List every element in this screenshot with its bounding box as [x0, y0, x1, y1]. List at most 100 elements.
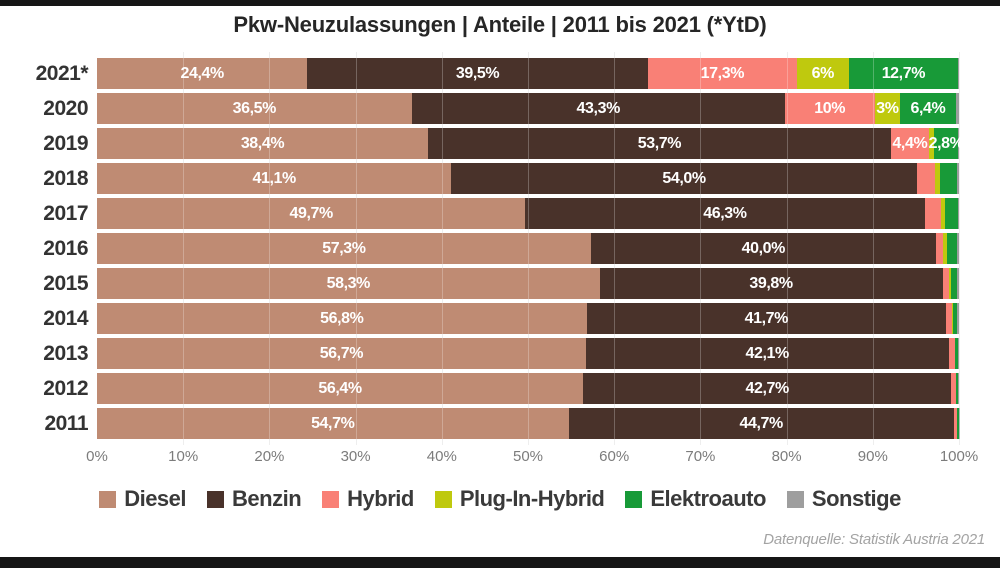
legend-item-sonstige: Sonstige: [786, 486, 901, 512]
bar-segment-elektroauto: [940, 163, 958, 194]
bar-segment-hybrid: [935, 233, 944, 264]
stacked-bar: 57,3% 40,0%: [97, 233, 959, 264]
legend-swatch: [207, 490, 225, 508]
legend: Diesel Benzin Hybrid Plug-In-Hybrid Elektroa…: [0, 486, 1000, 512]
x-tick-label: 80%: [771, 448, 802, 465]
bar-segment-benzin: 42,7%: [583, 373, 952, 404]
source-note: Datenquelle: Statistik Austria 2021: [763, 531, 985, 548]
bar-segment-label: 40,0%: [741, 239, 786, 257]
legend-label: Hybrid: [347, 486, 414, 511]
stacked-bar: 36,5% 43,3% 10% 3% 6,4%: [97, 93, 959, 124]
bar-row: 2019 38,4% 53,7% 4,4% 2,8%: [0, 128, 1000, 159]
bar-row: 2021* 24,4% 39,5% 17,3% 6% 12,7%: [0, 58, 1000, 89]
bar-segment-elektroauto: [951, 268, 958, 299]
bar-row: 2013 56,7% 42,1%: [0, 338, 1000, 369]
x-tick-label: 10%: [168, 448, 199, 465]
x-tick-label: 40%: [426, 448, 457, 465]
year-label: 2016: [43, 237, 88, 260]
legend-item-elektroauto: Elektroauto: [625, 486, 766, 512]
bar-segment-label: 43,3%: [576, 99, 621, 117]
bar-segment-diesel: 36,5%: [97, 93, 412, 124]
bar-segment-label: 38,4%: [240, 134, 285, 152]
bar-segment-diesel: 56,8%: [97, 303, 587, 334]
bar-segment-sonstige: [957, 268, 959, 299]
stacked-bar: 41,1% 54,0%: [97, 163, 959, 194]
bar-segment-label: 54,7%: [311, 414, 355, 432]
bar-segment-label: 10%: [814, 99, 846, 117]
bar-segment-label: 6%: [811, 64, 835, 82]
bar-segment-benzin: 42,1%: [585, 338, 949, 369]
bar-row: 2014 56,8% 41,7%: [0, 303, 1000, 334]
bar-segment-benzin: 41,7%: [586, 303, 947, 334]
bar-segment-sonstige: [958, 198, 959, 229]
bar-segment-label: 17,3%: [700, 64, 745, 82]
bar-segment-label: 41,1%: [252, 169, 296, 187]
bar-segment-diesel: 54,7%: [97, 408, 569, 439]
stacked-bar: 24,4% 39,5% 17,3% 6% 12,7%: [97, 58, 959, 89]
bar-segment-sonstige: [958, 373, 959, 404]
bar-segment-elektroauto: [945, 198, 959, 229]
year-label: 2021*: [35, 62, 89, 85]
bar-segment-plug-in-hybrid: [940, 198, 946, 229]
bar-segment-label: 57,3%: [322, 239, 366, 257]
stacked-bar: 56,8% 41,7%: [97, 303, 959, 334]
bar-segment-label: 46,3%: [703, 204, 747, 222]
bar-segment-benzin: 40,0%: [590, 233, 936, 264]
x-tick-label: 30%: [340, 448, 371, 465]
bar-segment-diesel: 57,3%: [97, 233, 591, 264]
bar-segment-hybrid: [924, 198, 941, 229]
bar-segment-hybrid: [946, 303, 953, 334]
bar-segment-plug-in-hybrid: 3%: [874, 93, 901, 124]
bar-segment-benzin: 54,0%: [451, 163, 917, 194]
bar-segment-label: 39,5%: [455, 64, 500, 82]
bar-segment-plug-in-hybrid: [934, 163, 941, 194]
bar-segment-hybrid: 17,3%: [647, 58, 797, 89]
stacked-bar: 49,7% 46,3%: [97, 198, 959, 229]
bar-segment-benzin: 39,5%: [307, 58, 648, 89]
legend-label: Sonstige: [811, 486, 901, 511]
year-label: 2017: [43, 202, 88, 225]
bar-segment-label: 56,7%: [319, 344, 364, 362]
bar-segment-elektroauto: 2,8%: [929, 128, 964, 159]
stacked-bar: 54,7% 44,7%: [97, 408, 959, 439]
bar-segment-elektroauto: 6,4%: [900, 93, 956, 124]
bar-segment-benzin: 43,3%: [411, 93, 785, 124]
bar-segment-diesel: 58,3%: [97, 268, 600, 299]
legend-label: Benzin: [232, 486, 302, 511]
legend-swatch: [99, 490, 117, 508]
bar-segment-label: 42,1%: [745, 344, 790, 362]
stacked-bar: 56,7% 42,1%: [97, 338, 959, 369]
bottom-border-bar: [0, 557, 1000, 568]
year-label: 2011: [44, 412, 88, 435]
legend-swatch: [322, 490, 340, 508]
bar-segment-diesel: 49,7%: [97, 198, 526, 229]
bar-segment-label: 12,7%: [881, 64, 926, 82]
x-tick-label: 60%: [599, 448, 630, 465]
x-axis: 0% 10% 20% 30% 40% 50% 60% 70% 80% 90% 100%: [86, 448, 978, 468]
bar-segment-label: 56,4%: [318, 379, 362, 397]
legend-swatch: [786, 490, 804, 508]
bar-segment-elektroauto: [952, 303, 958, 334]
legend-label: Plug-In-Hybrid: [459, 486, 605, 511]
bar-segment-hybrid: [953, 408, 957, 439]
bar-segment-sonstige: [957, 303, 959, 334]
year-label: 2014: [43, 307, 88, 330]
bar-segment-plug-in-hybrid: [949, 268, 952, 299]
stacked-bar: 56,4% 42,7%: [97, 373, 959, 404]
stacked-bar-chart: 2021* 24,4% 39,5% 17,3% 6% 12,7% 2020 36,5% 43,3…: [0, 52, 1000, 445]
x-tick-label: 20%: [254, 448, 285, 465]
year-label: 2013: [43, 342, 88, 365]
legend-item-plug-in-hybrid: Plug-In-Hybrid: [434, 486, 605, 512]
bar-segment-diesel: 56,4%: [97, 373, 584, 404]
bar-segment-hybrid: [948, 338, 955, 369]
bar-segment-elektroauto: [946, 233, 958, 264]
bar-segment-label: 44,7%: [739, 414, 783, 432]
bar-segment-label: 6,4%: [910, 99, 946, 117]
x-tick-label: 0%: [86, 448, 108, 465]
bar-segment-sonstige: [958, 58, 959, 89]
bar-segment-sonstige: [958, 128, 959, 159]
bar-row: 2011 54,7% 44,7%: [0, 408, 1000, 439]
bar-segment-hybrid: 10%: [784, 93, 875, 124]
bar-segment-hybrid: [916, 163, 935, 194]
